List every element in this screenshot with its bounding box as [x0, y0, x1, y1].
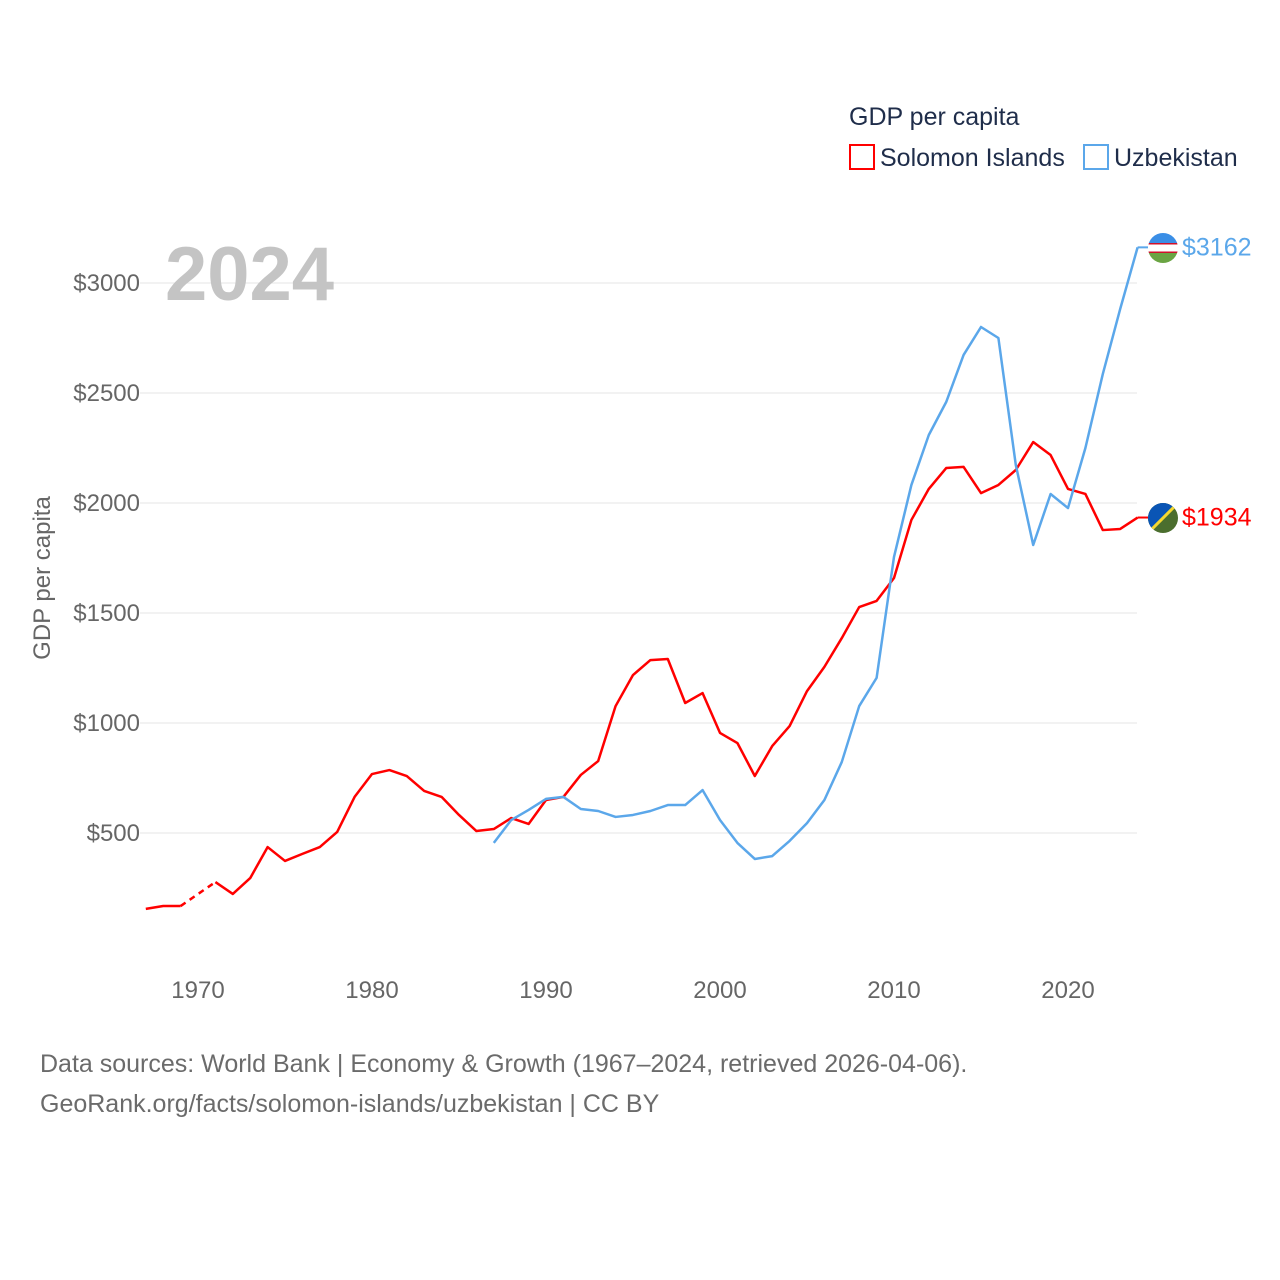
year-watermark: 2024 — [165, 232, 334, 317]
line-chart: 2024 GDP per capita $500 $1000 $1500 $2000 $… — [29, 103, 1252, 1004]
series-line-solomon-islands — [145, 904, 181, 911]
legend-swatch-uzbekistan[interactable] — [1083, 144, 1109, 170]
legend-title: GDP per capita — [849, 103, 1020, 131]
uzbekistan-flag-icon — [1148, 233, 1178, 263]
x-tick-label: 1970 — [171, 977, 224, 1004]
x-tick-label: 1990 — [519, 977, 572, 1004]
solomon-islands-flag-icon — [1148, 503, 1178, 533]
x-tick-label: 1980 — [345, 977, 398, 1004]
source-link[interactable]: GeoRank.org/facts/solomon-islands/uzbeki… — [40, 1090, 660, 1118]
end-value-label-uzbekistan: $3162 — [1182, 233, 1252, 261]
x-tick-label: 2010 — [867, 977, 920, 1004]
y-tick-label: $2000 — [73, 490, 140, 517]
y-tick-label: $2500 — [73, 380, 140, 407]
series-line-uzbekistan — [492, 247, 1139, 861]
source-note: Data sources: World Bank | Economy & Gro… — [40, 1050, 968, 1078]
footer: Data sources: World Bank | Economy & Gro… — [40, 1044, 967, 1124]
legend-label-uzbekistan[interactable]: Uzbekistan — [1114, 144, 1238, 172]
y-axis-label: GDP per capita — [29, 496, 56, 660]
y-tick-label: $3000 — [73, 270, 140, 297]
y-tick-label: $1000 — [73, 710, 140, 737]
x-tick-label: 2000 — [693, 977, 746, 1004]
gap-line-solomon-islands — [179, 881, 217, 908]
legend-label-solomon-islands[interactable]: Solomon Islands — [880, 144, 1065, 172]
y-tick-label: $1500 — [73, 600, 140, 627]
end-value-label-solomon-islands: $1934 — [1182, 504, 1252, 532]
legend-swatch-solomon-islands[interactable] — [849, 144, 875, 170]
series-line-solomon-islands — [214, 440, 1139, 896]
x-tick-label: 2020 — [1041, 977, 1094, 1004]
y-tick-label: $500 — [87, 820, 140, 847]
